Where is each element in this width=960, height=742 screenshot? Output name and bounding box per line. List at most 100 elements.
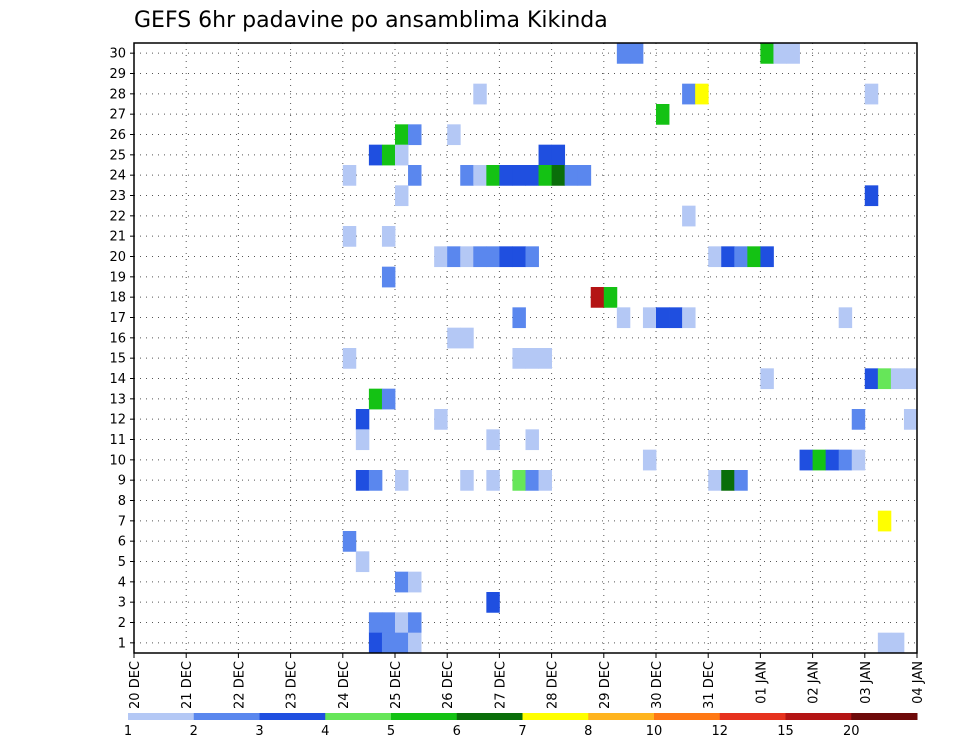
precip-cell — [486, 470, 500, 491]
precip-cell — [342, 531, 357, 552]
colorbar-label: 1 — [124, 724, 132, 739]
precip-cell — [538, 470, 552, 491]
precip-cell — [381, 612, 396, 634]
y-axis-ticks: 1234567891011121314151617181920212223242… — [109, 47, 134, 651]
precip-cell — [460, 327, 474, 349]
precip-cell — [381, 144, 396, 166]
y-tick-label: 3 — [118, 596, 126, 611]
precip-cell — [512, 246, 526, 268]
precip-cell — [368, 388, 383, 410]
y-tick-label: 2 — [118, 616, 126, 631]
precip-cell — [395, 144, 409, 166]
y-tick-label: 30 — [109, 47, 126, 62]
y-tick-label: 8 — [118, 494, 126, 509]
precip-cell — [851, 449, 866, 471]
x-tick-label: 31 DEC — [702, 661, 717, 709]
colorbar-swatch — [259, 713, 326, 720]
y-tick-label: 26 — [109, 128, 126, 143]
precip-cell — [355, 551, 370, 573]
precip-cell — [434, 246, 448, 268]
precip-cell — [721, 470, 735, 491]
y-tick-label: 9 — [118, 474, 126, 489]
precip-cell — [368, 144, 383, 166]
precip-cell — [616, 43, 631, 64]
precip-cell — [486, 165, 500, 186]
y-tick-label: 1 — [118, 636, 126, 651]
colorbar-label: 20 — [843, 724, 860, 739]
x-tick-label: 26 DEC — [441, 661, 456, 709]
precip-cell — [408, 571, 422, 593]
x-tick-label: 23 DEC — [285, 661, 300, 709]
colorbar-swatch — [128, 713, 195, 720]
x-tick-label: 30 DEC — [650, 661, 665, 709]
precip-cell — [656, 104, 670, 125]
precip-cell — [512, 348, 526, 369]
precip-cell — [551, 144, 566, 166]
precip-cell — [538, 144, 552, 166]
precip-cell — [525, 165, 539, 186]
precip-cell — [669, 307, 683, 329]
x-axis-ticks: 20 DEC 21 DEC 22 DEC 23 DEC 24 DEC 25 DEC 26 D… — [128, 653, 926, 709]
x-tick-label: 03 JAN — [859, 661, 874, 704]
precip-cell — [512, 470, 526, 491]
precip-cell — [864, 368, 879, 390]
precip-cell — [395, 124, 409, 146]
precip-cell — [877, 632, 892, 654]
y-tick-label: 17 — [109, 311, 126, 326]
x-tick-label: 24 DEC — [337, 661, 352, 709]
precip-cell — [538, 165, 552, 186]
precip-cell — [721, 246, 735, 268]
y-tick-label: 7 — [118, 514, 126, 529]
y-tick-label: 28 — [109, 87, 126, 102]
precip-cell — [342, 226, 357, 247]
y-tick-label: 20 — [109, 250, 126, 265]
precip-cell — [434, 409, 448, 430]
y-tick-label: 11 — [109, 433, 126, 448]
y-tick-label: 21 — [109, 230, 126, 245]
precip-cell — [355, 409, 370, 430]
plot-frame — [133, 42, 918, 654]
colorbar: 1 2 3 4 5 6 7 8 10 12 15 20 — [124, 713, 918, 739]
colorbar-swatch — [588, 713, 655, 720]
precip-cell — [408, 124, 422, 146]
precip-cell — [355, 470, 370, 491]
precip-cell — [512, 307, 526, 329]
x-tick-label: 25 DEC — [389, 661, 404, 709]
precip-cell — [473, 165, 487, 186]
precip-cell — [395, 632, 409, 654]
x-tick-label: 04 JAN — [911, 661, 926, 704]
x-tick-label: 02 JAN — [807, 661, 822, 704]
colorbar-label: 2 — [190, 724, 198, 739]
colorbar-label: 4 — [321, 724, 329, 739]
precip-cell — [381, 226, 396, 247]
colorbar-swatch — [851, 713, 918, 720]
precip-cell — [342, 165, 357, 186]
precip-cell — [355, 429, 370, 451]
y-tick-label: 29 — [109, 67, 126, 82]
precip-cell — [812, 449, 827, 471]
precip-cell — [408, 612, 422, 634]
precip-cell — [512, 165, 526, 186]
colorbar-label: 7 — [518, 724, 526, 739]
x-tick-label: 29 DEC — [598, 661, 613, 709]
precip-cell — [408, 165, 422, 186]
precip-cell — [395, 185, 409, 207]
y-tick-label: 5 — [118, 555, 126, 570]
colorbar-swatch — [193, 713, 260, 720]
precip-cell — [395, 571, 409, 593]
x-tick-label: 28 DEC — [546, 661, 561, 709]
colorbar-swatch — [785, 713, 852, 720]
x-tick-label: 20 DEC — [128, 661, 143, 709]
precip-cell — [838, 307, 853, 329]
y-tick-label: 23 — [109, 189, 126, 204]
colorbar-label: 10 — [646, 724, 663, 739]
precip-cell — [747, 246, 761, 268]
precip-cell — [577, 165, 592, 186]
colorbar-label: 15 — [777, 724, 794, 739]
y-tick-label: 15 — [109, 352, 126, 367]
precip-cell — [525, 429, 539, 451]
precip-cell — [460, 246, 474, 268]
precip-cell — [551, 165, 566, 186]
precip-cell — [603, 287, 618, 308]
